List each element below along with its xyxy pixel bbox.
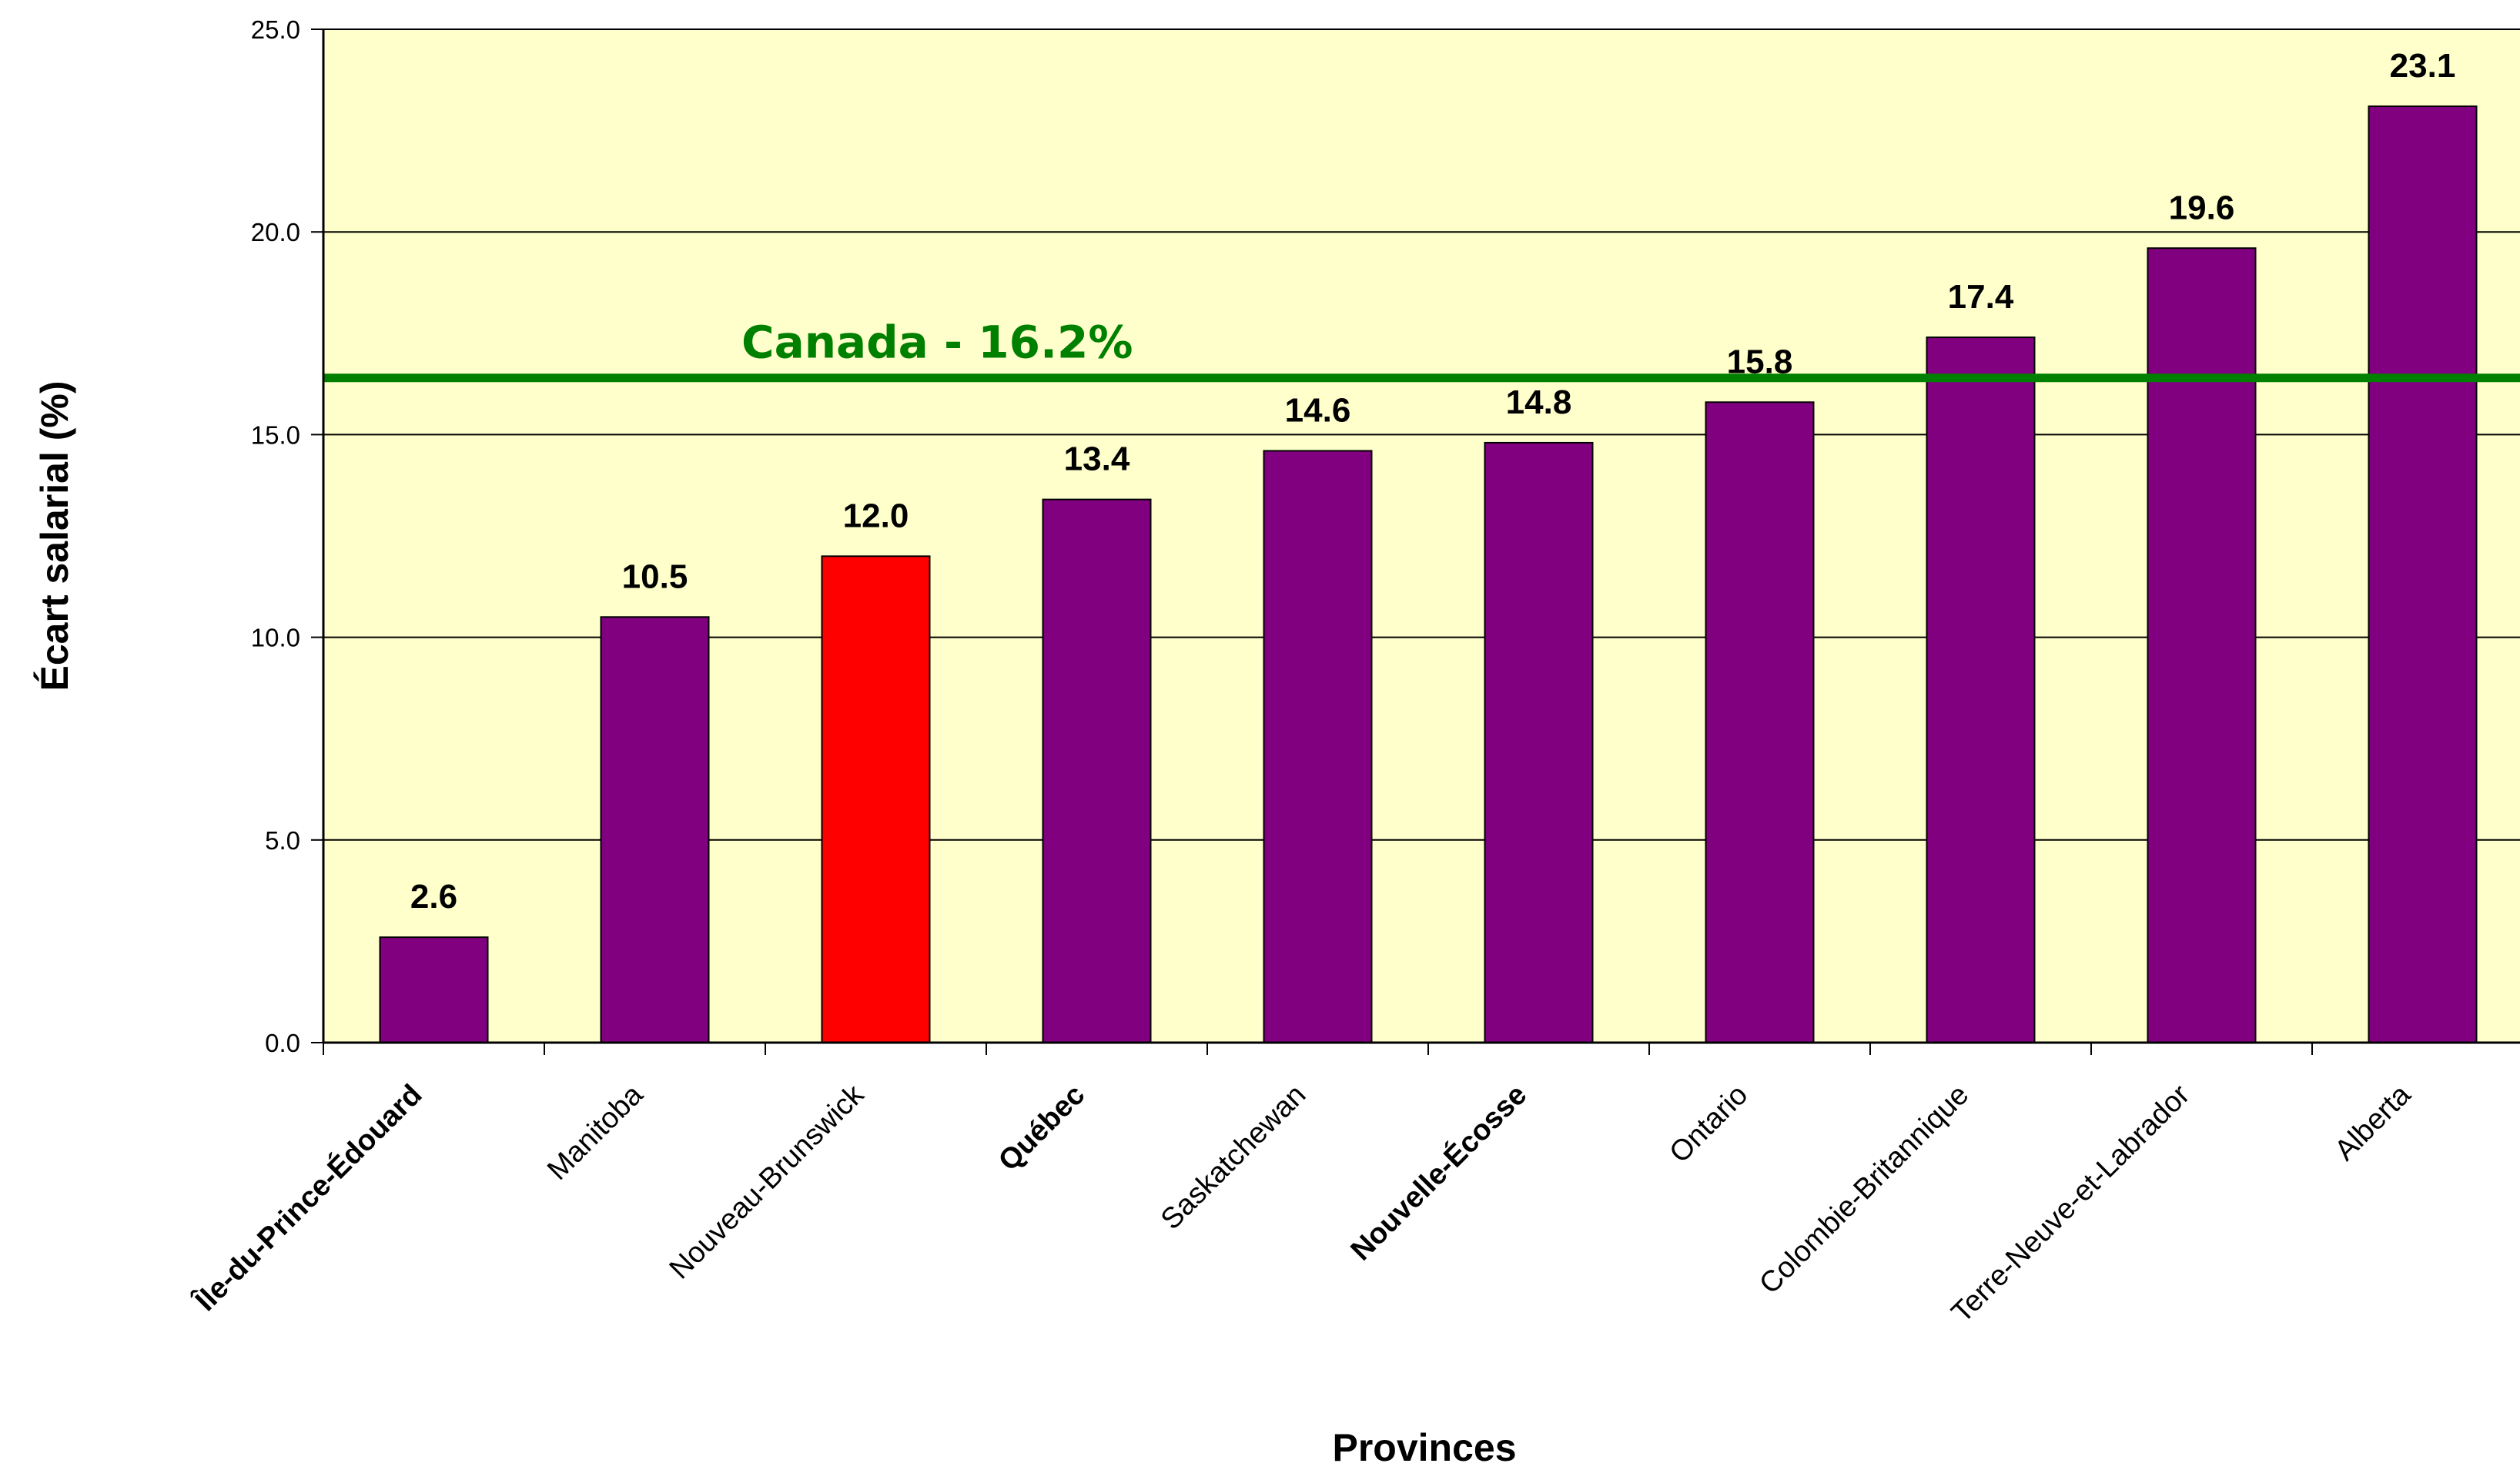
x-category-label: Manitoba (541, 1078, 650, 1187)
x-category-label: Colombie-Britannique (1753, 1079, 1975, 1301)
bar (2368, 105, 2478, 1044)
y-tick-label: 5.0 (265, 826, 300, 855)
y-tick-label: 10.0 (251, 624, 300, 652)
x-category-label: Alberta (2329, 1078, 2418, 1167)
x-category-label: Île-du-Prince-Édouard (187, 1077, 428, 1318)
bar-value-label: 14.8 (1506, 383, 1572, 421)
bar (1705, 401, 1815, 1043)
y-tick-label: 0.0 (265, 1029, 300, 1057)
x-axis-title: Provinces (1332, 1426, 1516, 1469)
y-tick-label: 20.0 (251, 218, 300, 246)
x-category-label: Nouvelle-Écosse (1344, 1077, 1533, 1267)
bar (600, 616, 710, 1043)
x-category-label: Saskatchewan (1155, 1079, 1312, 1236)
bar-value-label: 12.0 (843, 497, 909, 534)
bar-value-label: 23.1 (2390, 47, 2456, 85)
bar (821, 555, 931, 1043)
x-category-label: Ontario (1664, 1079, 1755, 1170)
bar (1484, 441, 1594, 1043)
bar (1926, 337, 2036, 1043)
y-tick-label: 25.0 (251, 15, 300, 44)
bars: 2.610.512.013.414.6 14.815.817.419.623.1 (379, 47, 2478, 1044)
bar-value-label: 14.6 (1285, 391, 1351, 429)
reference-line-group: Canada - 16.2% (323, 316, 2520, 383)
bar (2147, 247, 2257, 1044)
y-tick-label: 15.0 (251, 420, 300, 449)
bar (379, 936, 489, 1043)
bar (1042, 498, 1152, 1043)
x-category-label: Terre-Neuve-et-Labrador (1946, 1078, 2197, 1329)
bar-value-label: 19.6 (2169, 189, 2235, 226)
bar-value-label: 17.4 (1948, 278, 2014, 316)
x-category-label: Nouveau-Brunswick (664, 1078, 871, 1285)
y-axis-title: Écart salarial (%) (33, 381, 76, 691)
bar-value-label: 2.6 (410, 878, 457, 916)
canada-reference-label: Canada - 16.2% (741, 316, 1133, 369)
x-category-label: Québec (992, 1079, 1091, 1177)
bar (1263, 450, 1373, 1043)
bar-value-label: 13.4 (1064, 440, 1130, 478)
bar-value-label: 10.5 (622, 558, 688, 595)
